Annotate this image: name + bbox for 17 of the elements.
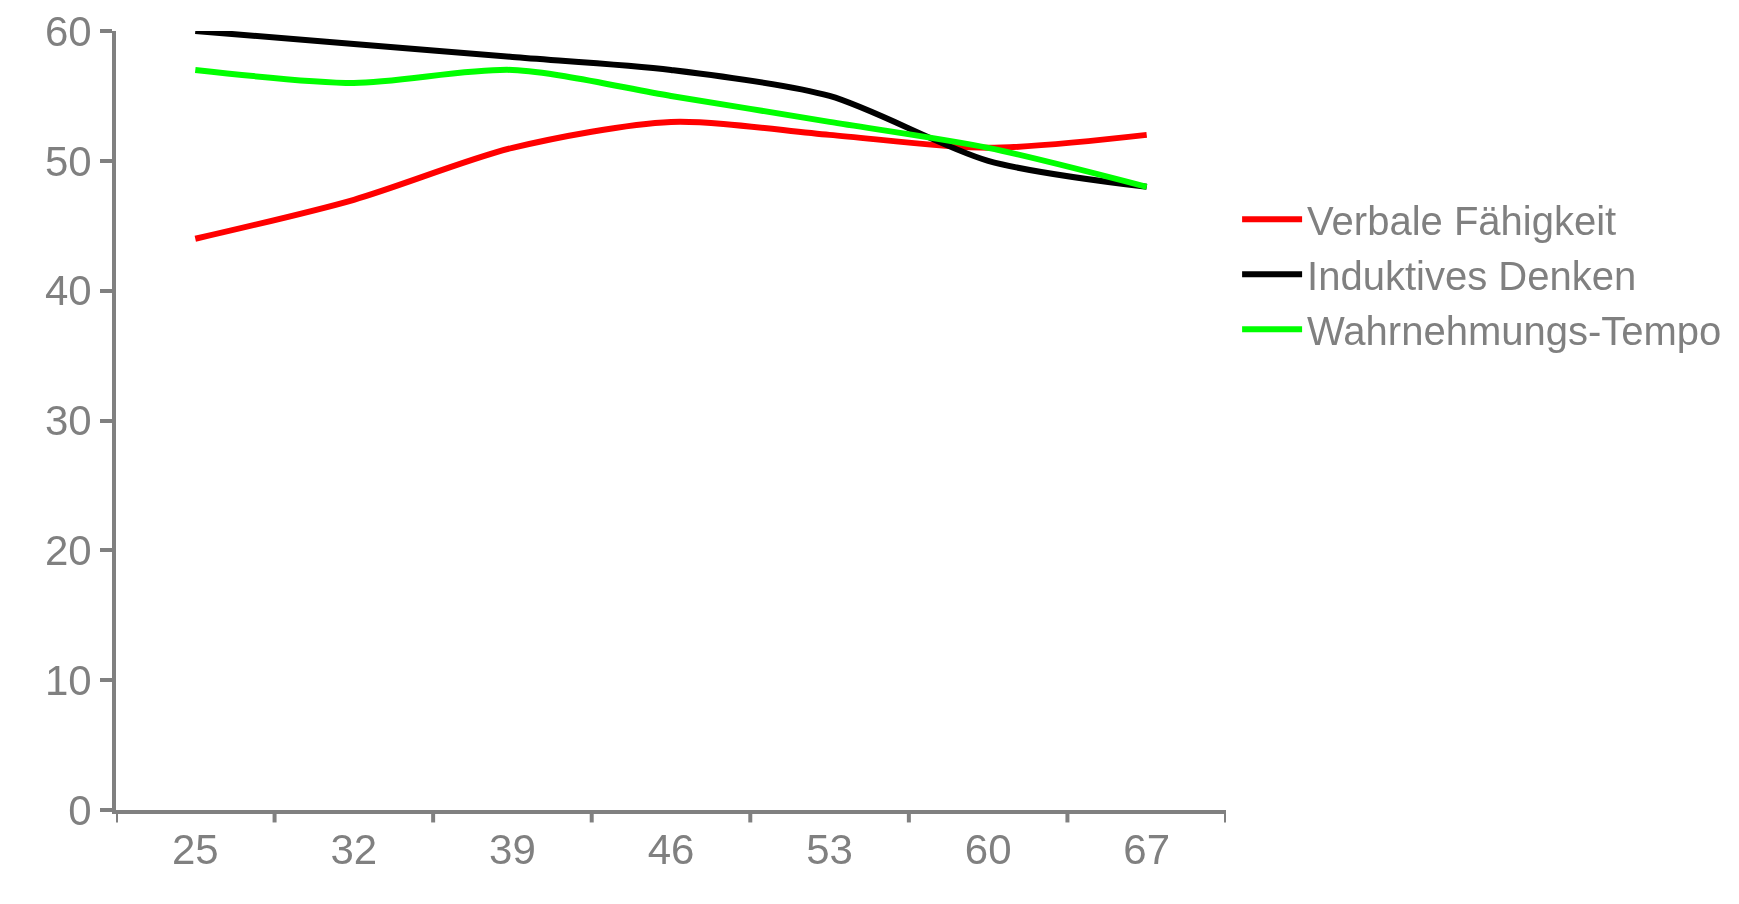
x-tick-label: 39 <box>489 826 536 874</box>
y-tick-label: 40 <box>44 267 92 315</box>
y-tick-label: 10 <box>44 656 92 704</box>
x-tick-label: 67 <box>1123 826 1171 874</box>
y-tick-label: 60 <box>44 7 92 55</box>
legend-label: Wahrnehmungs-Tempo <box>1307 308 1722 353</box>
y-tick-label: 0 <box>68 786 92 834</box>
legend-label: Induktives Denken <box>1307 253 1637 298</box>
y-tick-label: 30 <box>44 397 92 445</box>
x-tick-label: 32 <box>330 826 378 874</box>
x-tick-label: 46 <box>647 826 695 874</box>
legend-label: Verbale Fähigkeit <box>1307 198 1617 243</box>
x-tick-label: 25 <box>171 826 219 874</box>
x-tick-label: 60 <box>964 826 1012 874</box>
y-tick-label: 50 <box>44 137 92 185</box>
x-tick-label: 53 <box>806 826 853 874</box>
y-tick-label: 20 <box>44 527 92 575</box>
